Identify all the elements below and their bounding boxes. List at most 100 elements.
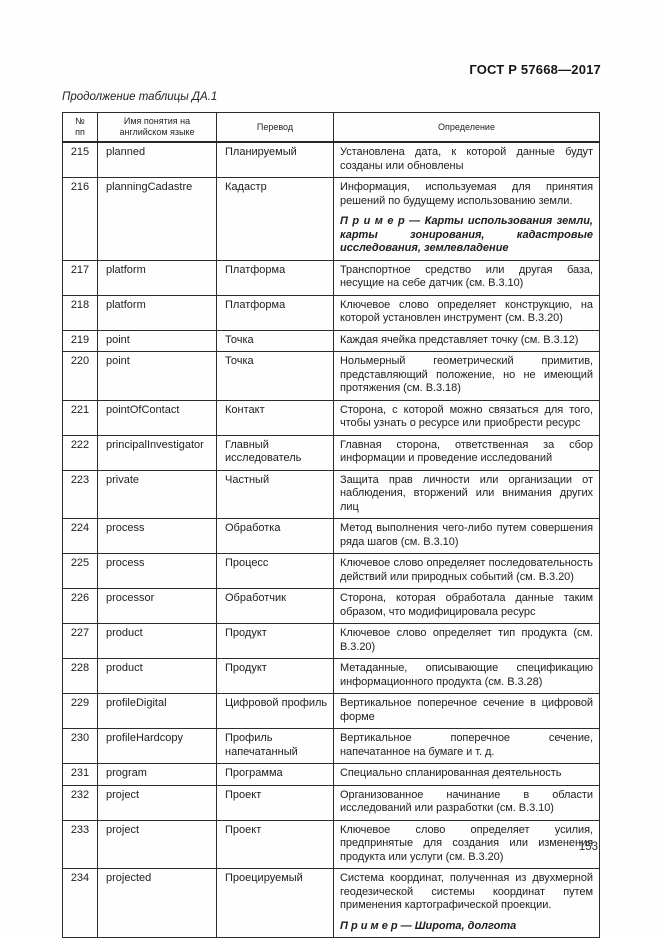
definition-text: Транспортное средство или другая база, н… [340,263,593,290]
definition-text: Защита прав личности или организации от … [340,473,593,513]
table-row: 221 pointOfContact Контакт Сторона, с ко… [62,399,600,436]
row-number-cell: 232 [62,784,98,821]
row-number-cell: 221 [62,399,98,436]
definition-cell: Каждая ячейка представляет точку (см. В.… [333,329,600,352]
translation-cell: Частный [216,469,334,519]
definition-text: Сторона, с которой можно связаться для т… [340,403,593,430]
translation-cell: Точка [216,329,334,352]
row-number-cell: 234 [62,868,98,938]
row-number-cell: 230 [62,728,98,764]
table-row: 224 process Обработка Метод выполнения ч… [62,518,600,554]
definition-text: Организованное начинание в области иссле… [340,788,593,815]
definition-text: Вертикальное поперечное сечение, напечат… [340,732,593,758]
table-row: 228 product Продукт Метаданные, описываю… [62,658,600,694]
english-term-cell: processor [97,588,217,624]
table-row: 219 point Точка Каждая ячейка представля… [62,329,600,352]
definition-text: Ключевое слово определяет усилия, предпр… [340,823,593,863]
definition-text: Метаданные, описывающие спецификацию инф… [340,662,593,688]
table-row: 230 profileHardcopy Профиль напечатанный… [62,728,600,764]
english-term-cell: point [97,329,217,352]
table-row: 234 projected Проецируемый Система коорд… [62,868,600,938]
table-row: 232 project Проект Организованное начина… [62,784,600,821]
definition-cell: Защита прав личности или организации от … [333,469,600,519]
english-term-cell: planningCadastre [97,177,217,261]
row-number-cell: 225 [62,553,98,589]
table-row: 233 project Проект Ключевое слово опреде… [62,819,600,869]
english-term-cell: platform [97,259,217,296]
table-row: 217 platform Платформа Транспортное сред… [62,259,600,296]
table-row: 225 process Процесс Ключевое слово опред… [62,553,600,589]
english-term-cell: profileDigital [97,693,217,729]
table-row: 226 processor Обработчик Сторона, котора… [62,588,600,624]
document-standard-number: ГОСТ Р 57668—2017 [469,62,601,77]
english-term-cell: private [97,469,217,519]
english-term-cell: projected [97,868,217,938]
row-number-cell: 231 [62,763,98,786]
row-number-cell: 217 [62,259,98,296]
table-caption: Продолжение таблицы ДА.1 [62,91,218,103]
row-number-cell: 222 [62,434,98,471]
translation-cell: Платформа [216,259,334,296]
definition-example: П р и м е р — Карты использования земли,… [340,215,593,254]
english-term-cell: principalInvestigator [97,434,217,471]
definition-cell: Система координат, полученная из двухмер… [333,868,600,938]
definition-example: П р и м е р — Широта, долгота [340,919,517,932]
definition-text: Метод выполнения чего-либо путем соверше… [340,522,593,548]
translation-cell: Цифровой профиль [216,693,334,729]
translation-cell: Платформа [216,294,334,331]
row-number-cell: 229 [62,693,98,729]
row-number-cell: 215 [62,141,98,178]
row-number-cell: 226 [62,588,98,624]
row-number-cell: 216 [62,177,98,261]
definition-text: Сторона, которая обработала данные таким… [340,592,593,618]
english-term-cell: product [97,658,217,694]
definition-cell: Сторона, с которой можно связаться для т… [333,399,600,436]
definition-text: Каждая ячейка представляет точку (см. В.… [340,333,579,346]
translation-cell: Продукт [216,658,334,694]
translation-cell: Процесс [216,553,334,589]
translation-cell: Точка [216,351,334,401]
translation-cell: Планируемый [216,141,334,178]
definition-cell: Организованное начинание в области иссле… [333,784,600,821]
definition-text: Нольмерный геометрический примитив, пред… [340,355,593,394]
table-header-row: № пп Имя понятия на английском языке Пер… [62,112,600,143]
translation-cell: Кадастр [216,177,334,261]
table-row: 227 product Продукт Ключевое слово опред… [62,623,600,659]
definition-text: Ключевое слово определяет последовательн… [340,557,593,583]
definition-cell: Специально спланированная деятельность [333,763,600,786]
translation-cell: Профиль напечатанный [216,728,334,764]
column-header-definition: Определение [333,112,600,143]
english-term-cell: platform [97,294,217,331]
english-term-cell: pointOfContact [97,399,217,436]
definition-cell: Установлена дата, к которой данные будут… [333,141,600,178]
definition-cell: Ключевое слово определяет тип продукта (… [333,623,600,659]
row-number-cell: 223 [62,469,98,519]
definition-cell: Вертикальное поперечное сечение в цифров… [333,693,600,729]
definition-text: Установлена дата, к которой данные будут… [340,146,593,172]
column-header-translation: Перевод [216,112,334,143]
table-row: 215 planned Планируемый Установлена дата… [62,141,600,178]
definition-cell: Ключевое слово определяет последовательн… [333,553,600,589]
definition-text: Ключевое слово определяет конструкцию, н… [340,298,593,325]
definition-cell: Ключевое слово определяет конструкцию, н… [333,294,600,331]
english-term-cell: project [97,819,217,869]
english-term-cell: planned [97,141,217,178]
row-number-cell: 220 [62,351,98,401]
terminology-table: № пп Имя понятия на английском языке Пер… [62,112,600,938]
definition-cell: Метод выполнения чего-либо путем соверше… [333,518,600,554]
english-term-cell: process [97,518,217,554]
english-term-cell: point [97,351,217,401]
definition-cell: Вертикальное поперечное сечение, напечат… [333,728,600,764]
table-row: 220 point Точка Нольмерный геометрически… [62,351,600,401]
table-row: 231 program Программа Специально спланир… [62,763,600,786]
translation-cell: Обработчик [216,588,334,624]
english-term-cell: profileHardcopy [97,728,217,764]
translation-cell: Проект [216,784,334,821]
translation-cell: Контакт [216,399,334,436]
row-number-cell: 227 [62,623,98,659]
definition-cell: Главная сторона, ответственная за сбор и… [333,434,600,471]
definition-text: Система координат, полученная из двухмер… [340,872,593,911]
column-header-english-term: Имя понятия на английском языке [97,112,217,143]
definition-cell: Транспортное средство или другая база, н… [333,259,600,296]
